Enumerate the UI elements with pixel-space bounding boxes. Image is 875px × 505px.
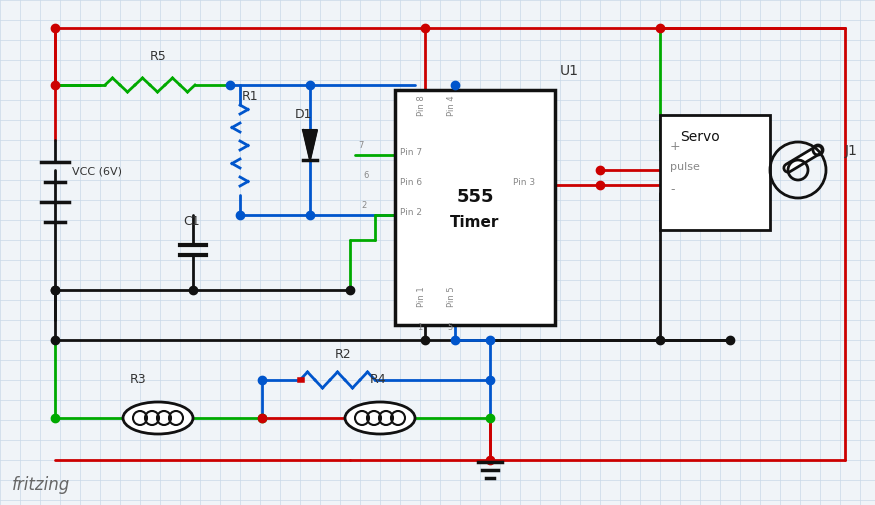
Text: 6: 6 xyxy=(363,171,368,180)
Text: Pin 7: Pin 7 xyxy=(400,148,422,157)
Text: 1: 1 xyxy=(417,323,423,332)
Text: U1: U1 xyxy=(560,64,579,78)
Text: fritzing: fritzing xyxy=(12,476,70,494)
Text: C1: C1 xyxy=(183,215,200,228)
Text: -: - xyxy=(670,183,675,196)
Text: Servo: Servo xyxy=(680,130,720,144)
Text: R5: R5 xyxy=(150,50,167,63)
Text: R2: R2 xyxy=(335,348,352,361)
Text: 2: 2 xyxy=(361,201,367,210)
Text: VCC (6V): VCC (6V) xyxy=(72,167,122,177)
Text: 5: 5 xyxy=(447,323,452,332)
Text: Pin 4: Pin 4 xyxy=(447,95,456,116)
Text: R4: R4 xyxy=(370,373,387,386)
Text: Pin 2: Pin 2 xyxy=(400,208,422,217)
Text: D1: D1 xyxy=(295,108,312,121)
Text: J1: J1 xyxy=(845,144,858,158)
Text: 7: 7 xyxy=(358,141,363,150)
Ellipse shape xyxy=(123,402,193,434)
Text: Timer: Timer xyxy=(451,215,500,230)
FancyBboxPatch shape xyxy=(660,115,770,230)
Text: R3: R3 xyxy=(130,373,147,386)
Text: pulse: pulse xyxy=(670,162,700,172)
Text: Pin 1: Pin 1 xyxy=(417,286,426,307)
Text: 555: 555 xyxy=(456,188,493,207)
Text: Pin 6: Pin 6 xyxy=(400,178,422,187)
Ellipse shape xyxy=(345,402,415,434)
Text: Pin 5: Pin 5 xyxy=(447,286,456,307)
Text: Pin 8: Pin 8 xyxy=(417,95,426,116)
FancyBboxPatch shape xyxy=(395,90,555,325)
Text: Pin 3: Pin 3 xyxy=(513,178,536,187)
Text: R1: R1 xyxy=(242,90,259,103)
Text: +: + xyxy=(670,140,681,153)
Polygon shape xyxy=(303,130,317,160)
